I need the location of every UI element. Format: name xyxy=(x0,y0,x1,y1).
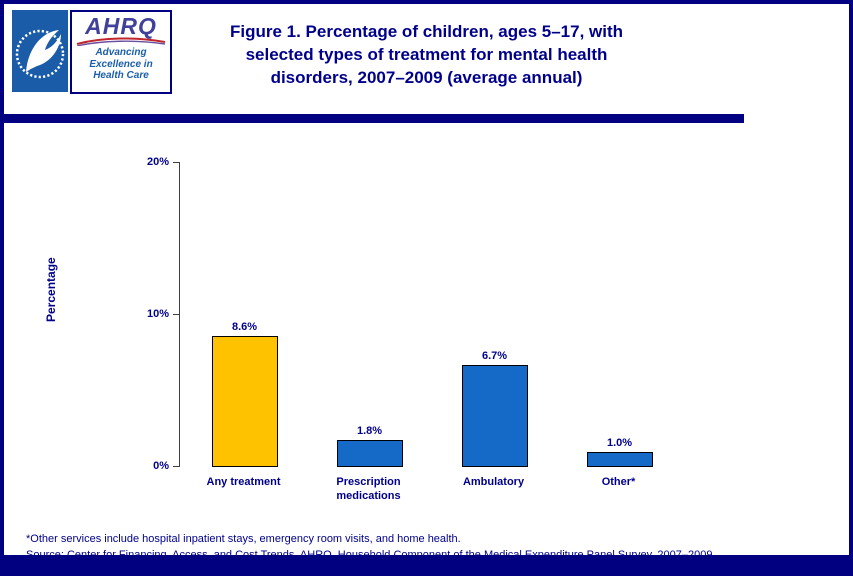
ahrq-tagline-line: Advancing xyxy=(95,47,147,58)
bar-slot: 8.6% xyxy=(182,162,307,467)
category-slot: Ambulatory xyxy=(431,475,556,503)
bar-slot: 6.7% xyxy=(432,162,557,467)
bar-prescription-medications xyxy=(336,439,403,467)
ahrq-logo: AHRQ Advancing Excellence in Health Care xyxy=(70,10,172,94)
bar-value-label: 8.6% xyxy=(231,320,258,333)
header-divider xyxy=(4,114,744,123)
bar-slot: 1.8% xyxy=(307,162,432,467)
y-tick-label-20: 20% xyxy=(146,156,169,168)
plot-area: 8.6% 1.8% 6.7% 1.0% xyxy=(173,162,744,467)
figure-title-line: selected types of treatment for mental h… xyxy=(245,45,608,64)
footnote-note: *Other services include hospital inpatie… xyxy=(26,533,461,545)
ahrq-tagline: Advancing Excellence in Health Care xyxy=(89,47,152,82)
y-axis-tick xyxy=(173,466,180,467)
y-axis-tick xyxy=(173,314,180,315)
category-label: Any treatment xyxy=(206,476,281,488)
y-axis-title: Percentage xyxy=(44,257,58,323)
y-tick-label-10: 10% xyxy=(146,308,169,320)
category-labels-row: Any treatment Prescription medications Amb… xyxy=(181,475,681,503)
y-tick-label-0: 0% xyxy=(153,460,169,472)
category-label: Ambulatory xyxy=(462,476,525,488)
bar-value-label: 6.7% xyxy=(481,349,508,362)
ahrq-swoosh-icon xyxy=(76,37,166,46)
bar-ambulatory xyxy=(461,364,528,467)
figure-title-line: disorders, 2007–2009 (average annual) xyxy=(270,68,583,87)
category-label: Prescription medications xyxy=(336,476,401,502)
figure-title: Figure 1. Percentage of children, ages 5… xyxy=(4,20,849,89)
category-slot: Any treatment xyxy=(181,475,306,503)
bar-value-label: 1.8% xyxy=(356,424,383,437)
ahrq-acronym: AHRQ xyxy=(85,13,157,39)
bar-any-treatment xyxy=(211,335,278,467)
bar-other xyxy=(586,451,653,467)
bars-row: 8.6% 1.8% 6.7% 1.0% xyxy=(182,162,682,467)
category-slot: Other* xyxy=(556,475,681,503)
category-slot: Prescription medications xyxy=(306,475,431,503)
ahrq-tagline-line: Health Care xyxy=(93,70,149,81)
y-axis-tick xyxy=(173,162,180,163)
bar-value-label: 1.0% xyxy=(606,436,633,449)
figure-title-line: Figure 1. Percentage of children, ages 5… xyxy=(229,22,624,41)
footer-bar xyxy=(4,555,849,572)
hhs-logo xyxy=(12,10,68,92)
hhs-eagle-icon xyxy=(15,29,65,79)
category-label: Other* xyxy=(601,476,636,488)
bar-slot: 1.0% xyxy=(557,162,682,467)
ahrq-tagline-line: Excellence in xyxy=(89,58,153,70)
